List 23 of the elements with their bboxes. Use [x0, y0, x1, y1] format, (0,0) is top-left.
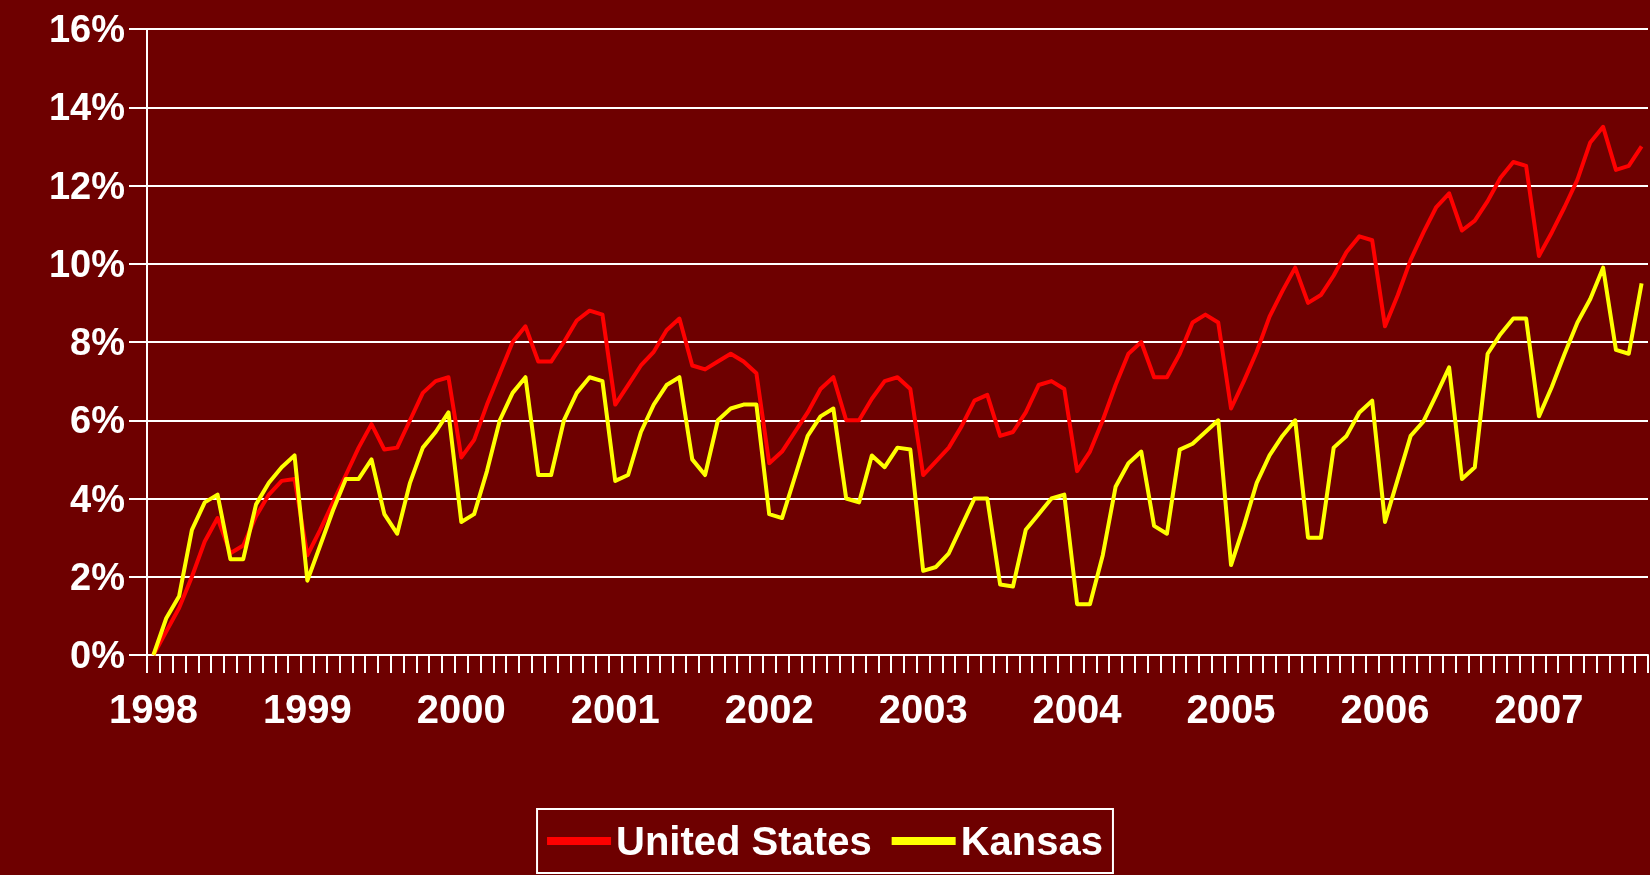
y-tick-label: 0% — [70, 634, 125, 676]
x-tick-label: 2000 — [416, 687, 506, 731]
y-tick-label: 14% — [48, 86, 125, 129]
legend-label: Kansas — [960, 819, 1103, 863]
x-tick-label: 2003 — [878, 687, 968, 731]
legend-label: United States — [616, 819, 872, 863]
y-tick-label: 6% — [70, 399, 125, 442]
y-tick-label: 16% — [48, 8, 125, 50]
y-tick-label: 10% — [48, 242, 125, 285]
y-tick-label: 12% — [48, 164, 125, 207]
y-tick-label: 2% — [70, 555, 125, 598]
line-series — [151, 124, 1644, 657]
y-tick-label: 8% — [70, 321, 125, 363]
x-tick-label: 2007 — [1494, 687, 1584, 731]
x-tick-label: 2001 — [570, 687, 660, 731]
x-tick-label: 1998 — [108, 687, 198, 731]
x-tick-label: 2005 — [1186, 687, 1276, 731]
line-series — [151, 265, 1644, 657]
y-tick-label: 4% — [70, 477, 125, 520]
x-tick-label: 2006 — [1340, 687, 1430, 731]
x-tick-label: 2004 — [1032, 687, 1123, 731]
x-tick-label: 1999 — [262, 687, 352, 731]
x-tick-label: 2002 — [724, 687, 814, 731]
